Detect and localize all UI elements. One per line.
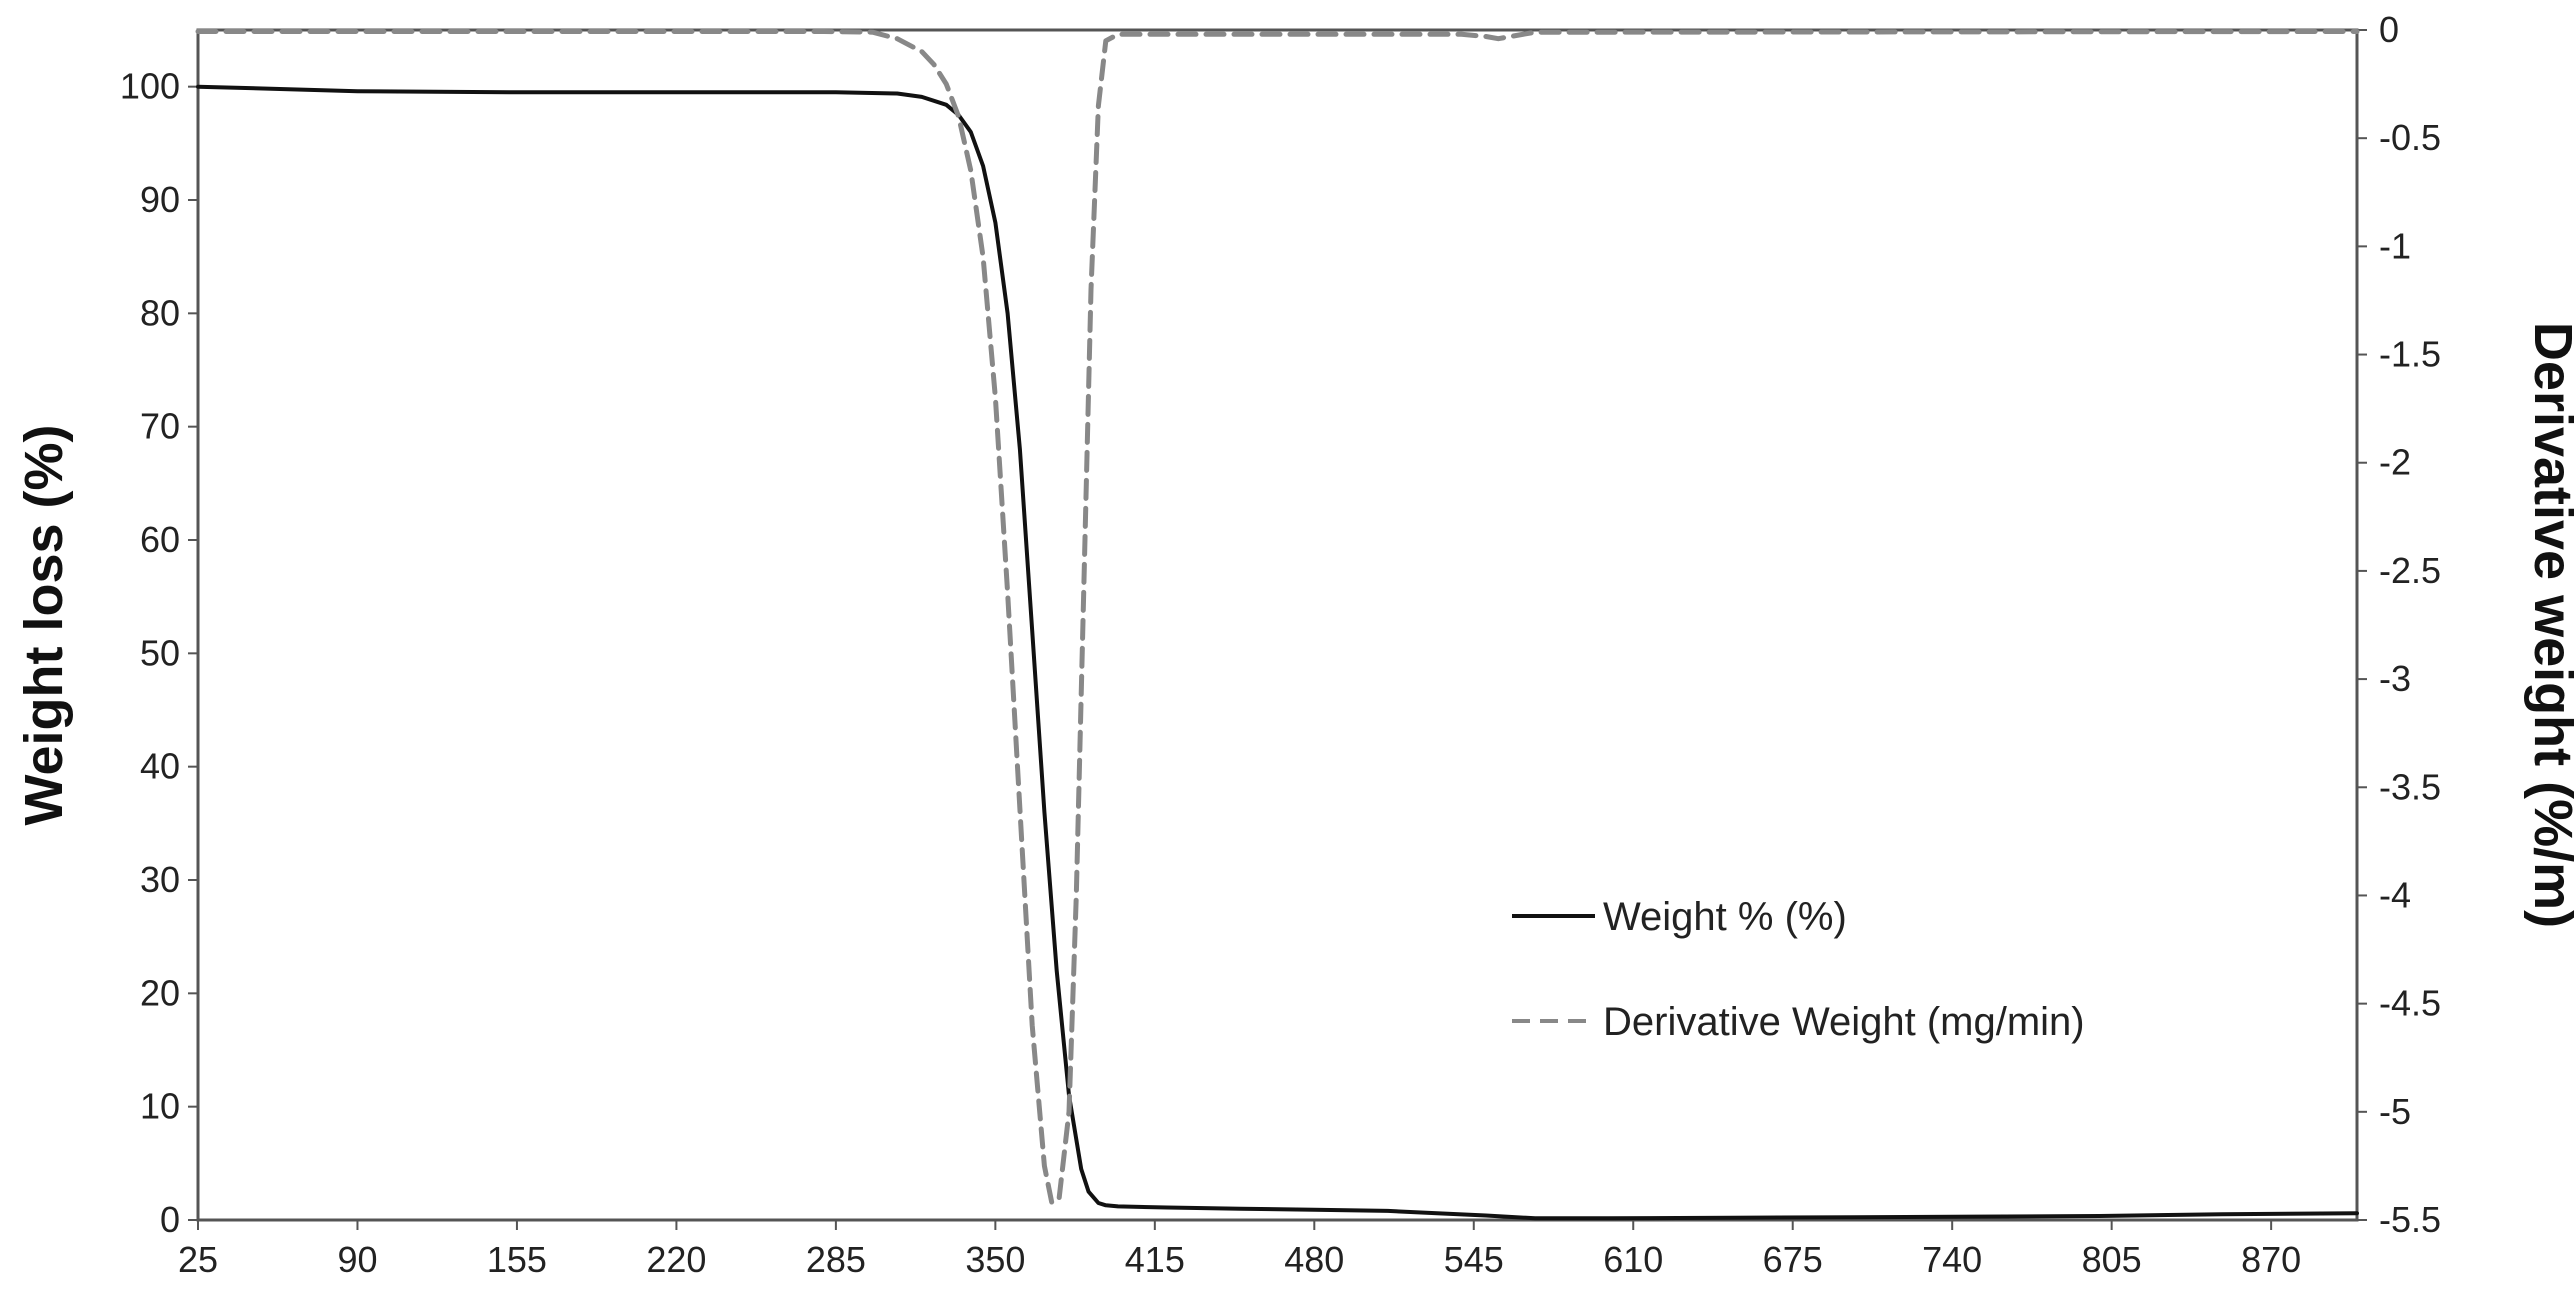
y-tick-label: 10 xyxy=(140,1086,180,1127)
y2-tick-label: -3 xyxy=(2379,658,2411,699)
y-tick-label: 70 xyxy=(140,406,180,447)
x-tick-label: 675 xyxy=(1763,1239,1823,1280)
y2-axis-ticks: 0 -0.5 -1 -1.5 -2 -2.5 -3 -3.5 -4 -4.5 -5 -5.5 xyxy=(2357,9,2441,1240)
series-layer xyxy=(195,29,2360,1221)
y-axis-ticks: 0 10 20 30 40 50 60 70 80 90 100 xyxy=(120,66,198,1240)
series-line-weight xyxy=(196,84,2359,1221)
y2-tick-label: -5 xyxy=(2379,1091,2411,1132)
y-tick-label: 60 xyxy=(140,519,180,560)
series-line-derivative xyxy=(195,29,2360,1206)
x-tick-label: 285 xyxy=(806,1239,866,1280)
x-tick-label: 350 xyxy=(965,1239,1025,1280)
x-tick-label: 870 xyxy=(2241,1239,2301,1280)
y2-tick-label: -2.5 xyxy=(2379,550,2441,591)
legend-label-weight: Weight % (%) xyxy=(1603,895,1847,939)
y-tick-label: 90 xyxy=(140,179,180,220)
x-tick-label: 545 xyxy=(1444,1239,1504,1280)
y-tick-label: 20 xyxy=(140,972,180,1013)
y2-tick-label: 0 xyxy=(2379,9,2399,50)
x-tick-label: 155 xyxy=(487,1239,547,1280)
x-tick-label: 740 xyxy=(1922,1239,1982,1280)
y2-tick-label: -4.5 xyxy=(2379,983,2441,1024)
x-tick-label: 220 xyxy=(646,1239,706,1280)
x-tick-label: 480 xyxy=(1284,1239,1344,1280)
x-tick-label: 415 xyxy=(1125,1239,1185,1280)
y-tick-label: 40 xyxy=(140,746,180,787)
plot-area xyxy=(196,28,2359,1222)
x-tick-label: 805 xyxy=(2082,1239,2142,1280)
y-tick-label: 100 xyxy=(120,66,180,107)
x-tick-label: 90 xyxy=(337,1239,377,1280)
x-axis-ticks: 25 90 155 220 285 350 415 480 545 610 675 740 805 870 xyxy=(178,1220,2301,1280)
y2-tick-label: -5.5 xyxy=(2379,1199,2441,1240)
y2-tick-label: -3.5 xyxy=(2379,766,2441,807)
x-tick-label: 25 xyxy=(178,1239,218,1280)
y2-tick-label: -4 xyxy=(2379,874,2411,915)
y2-tick-label: -0.5 xyxy=(2379,117,2441,158)
x-tick-label: 610 xyxy=(1603,1239,1663,1280)
y-axis-title: Weight loss (%) xyxy=(14,424,74,825)
legend-label-derivative: Derivative Weight (mg/min) xyxy=(1603,1000,2085,1044)
y-tick-label: 30 xyxy=(140,859,180,900)
y-tick-label: 0 xyxy=(160,1199,180,1240)
y-tick-label: 80 xyxy=(140,292,180,333)
y-tick-label: 50 xyxy=(140,632,180,673)
y2-tick-label: -1.5 xyxy=(2379,334,2441,375)
y2-tick-label: -1 xyxy=(2379,225,2411,266)
legend: Weight % (%) Derivative Weight (mg/min) xyxy=(1512,895,2085,1044)
y2-axis-title: Derivative weight (%/m) xyxy=(2523,322,2575,928)
y2-tick-label: -2 xyxy=(2379,442,2411,483)
